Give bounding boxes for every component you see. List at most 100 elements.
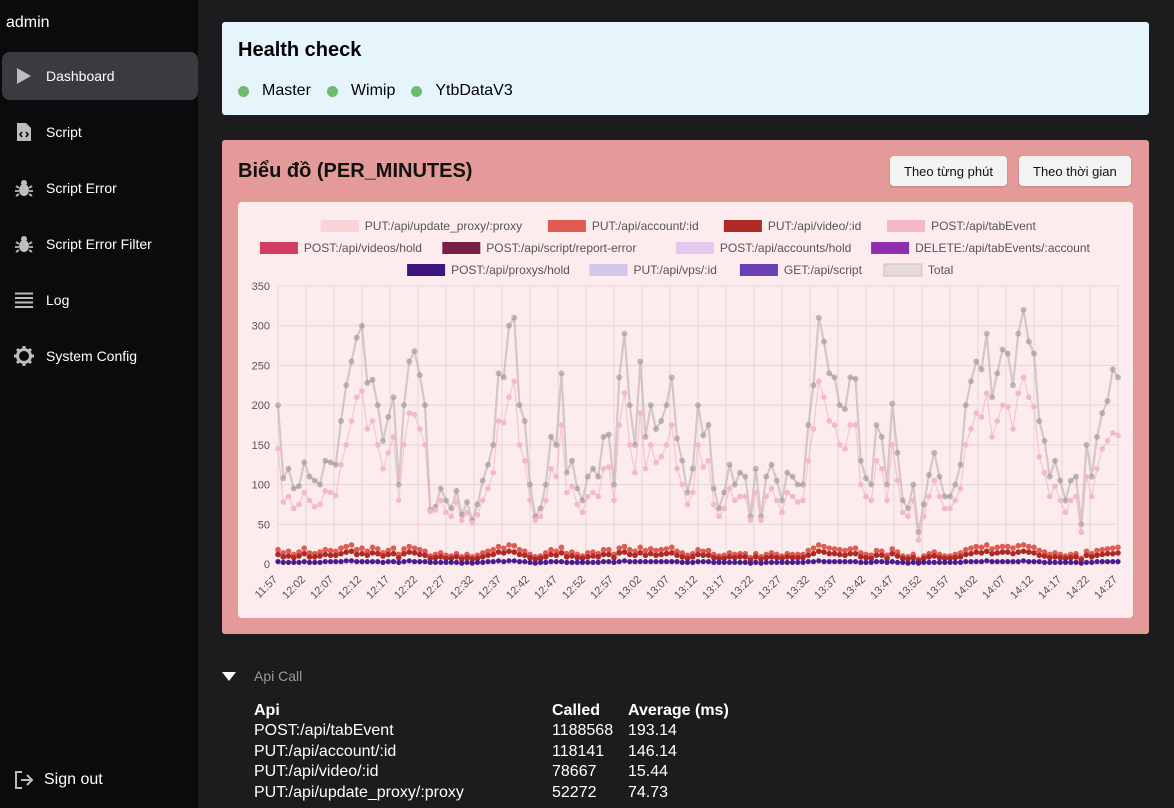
data-point (810, 382, 817, 389)
data-point (1010, 550, 1016, 557)
legend-swatch (675, 242, 714, 254)
data-point (585, 559, 591, 566)
data-point (700, 548, 707, 555)
data-point (474, 501, 481, 508)
data-point (647, 402, 654, 409)
data-point (658, 453, 665, 460)
sidebar-item-script-error-filter[interactable]: Script Error Filter (0, 220, 198, 268)
api-cell: PUT:/api/update_proxy/:proxy (254, 783, 464, 801)
data-point (285, 465, 292, 472)
per-minute-button[interactable]: Theo từng phút (890, 156, 1007, 186)
status-dot (411, 85, 423, 97)
data-point (968, 559, 974, 565)
data-point (600, 433, 607, 440)
data-point (1057, 559, 1063, 566)
x-tick-label: 13:17 (700, 574, 728, 602)
data-point (1094, 559, 1100, 565)
data-point (495, 370, 502, 377)
data-point (501, 559, 507, 565)
data-point (695, 442, 701, 448)
data-point (642, 559, 649, 565)
data-point (616, 550, 623, 556)
data-point (1036, 453, 1043, 460)
sidebar-item-script[interactable]: Script (0, 108, 198, 156)
data-point (479, 554, 486, 560)
data-point (275, 402, 281, 409)
sidebar-item-system-config[interactable]: System Config (0, 332, 198, 380)
data-point (973, 358, 980, 365)
data-point (973, 543, 980, 550)
data-point (1067, 554, 1074, 561)
data-point (537, 555, 544, 562)
data-point (485, 559, 491, 565)
data-point (296, 483, 302, 490)
x-tick-label: 14:12 (1008, 574, 1036, 602)
by-time-button[interactable]: Theo thời gian (1019, 156, 1131, 186)
data-point (773, 554, 780, 561)
data-point (558, 544, 565, 551)
data-point (637, 544, 644, 551)
data-point (574, 554, 581, 561)
data-point (1099, 551, 1106, 558)
data-point (606, 559, 612, 565)
data-point (464, 559, 470, 566)
data-point (285, 548, 292, 555)
data-point (395, 497, 402, 504)
data-point (621, 549, 628, 555)
data-point (789, 559, 796, 566)
data-point (380, 553, 386, 559)
data-point (327, 459, 334, 466)
data-point (941, 505, 948, 512)
x-tick-label: 14:22 (1064, 574, 1092, 602)
data-point (563, 489, 570, 496)
column-header-api: Api (254, 701, 280, 719)
data-point (600, 546, 607, 553)
data-point (1078, 529, 1085, 536)
signout-button[interactable]: Sign out (14, 770, 103, 790)
data-point (1115, 432, 1121, 439)
data-point (590, 489, 596, 496)
sidebar-item-label: System Config (46, 348, 138, 364)
data-point (380, 465, 386, 472)
gear-icon (14, 346, 34, 366)
data-point (831, 550, 838, 557)
data-point (994, 559, 1000, 565)
x-tick-label: 13:12 (672, 574, 700, 602)
data-point (1046, 554, 1053, 561)
data-point (1015, 542, 1022, 549)
data-point (590, 559, 596, 566)
sidebar-item-dashboard[interactable]: Dashboard (2, 52, 198, 100)
data-point (332, 461, 339, 468)
y-tick-label: 350 (252, 281, 270, 293)
data-point (605, 551, 612, 558)
data-point (348, 358, 355, 365)
data-point (500, 545, 507, 551)
data-point (878, 552, 885, 559)
data-point (506, 394, 512, 400)
data-point (858, 559, 864, 566)
data-point (942, 559, 948, 566)
data-point (700, 464, 707, 470)
data-point (401, 442, 407, 448)
sidebar-item-log[interactable]: Log (0, 276, 198, 324)
data-point (831, 374, 838, 381)
data-point (815, 542, 822, 548)
data-point (500, 419, 507, 426)
sidebar-item-script-error[interactable]: Script Error (0, 164, 198, 212)
data-point (868, 559, 874, 566)
data-point (406, 543, 413, 550)
data-point (852, 545, 859, 551)
data-point (353, 546, 360, 553)
data-point (962, 546, 969, 553)
data-point (1052, 559, 1058, 566)
data-point (495, 558, 502, 564)
data-point (511, 558, 517, 564)
data-point (831, 559, 838, 565)
line-chart: PUT:/api/update_proxy/:proxy PUT:/api/acc… (252, 219, 1121, 602)
api-call-toggle[interactable]: Api Call (222, 668, 1149, 684)
data-point (569, 559, 575, 566)
data-point (574, 485, 581, 492)
data-point (784, 469, 791, 476)
data-point (726, 550, 733, 556)
data-point (910, 481, 917, 488)
